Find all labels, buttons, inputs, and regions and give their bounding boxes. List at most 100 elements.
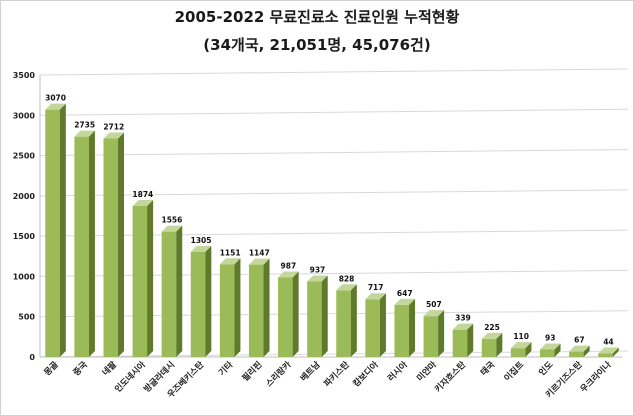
bar [190,245,212,357]
bar-top [132,200,154,207]
bar-front [569,351,584,357]
bar-side [467,323,474,357]
data-label: 647 [397,289,413,298]
y-tick-label: 2500 [13,152,36,161]
y-tick-label: 1000 [13,272,36,281]
bar [45,103,66,357]
x-tick-label: 베트남 [298,359,322,383]
bar-front [161,231,177,357]
bar-side [583,345,590,357]
data-label: 225 [484,323,500,332]
data-label: 110 [513,332,529,341]
bar [132,200,154,357]
bar-front [336,290,351,357]
bar [219,258,241,357]
bar [161,225,183,357]
y-tick-label: 0 [29,353,35,362]
bar [365,293,386,357]
bar-top [74,130,95,137]
bar-top [452,323,474,330]
bar-side [59,103,66,357]
data-label: 1305 [191,236,212,245]
gridlines [39,68,629,358]
data-label: 717 [368,283,384,292]
bar [248,258,270,357]
bar-top [103,132,125,139]
bar [394,298,416,357]
bar-front [74,136,89,357]
bar-top [161,225,183,232]
x-tick-label: 태국 [478,359,497,378]
bar-side [612,347,619,357]
bar-top [336,284,357,291]
gridline [39,269,629,277]
bar-top [598,347,619,354]
data-label: 1151 [220,248,241,257]
bar-top [190,245,212,252]
x-tick-label: 러시아 [385,359,409,383]
data-label: 507 [426,300,442,309]
bar-front [103,138,119,357]
x-tick-label: 네팔 [100,359,119,378]
bar-side [176,225,183,357]
bar-front [248,264,264,357]
bar-top [278,271,299,278]
bar-top [219,258,241,265]
bar-front [394,304,410,357]
x-tick-label: 캄보디아 [351,359,381,389]
x-tick-label: 이집트 [502,359,526,383]
y-tick-label: 2000 [13,192,36,201]
bar [423,310,445,357]
x-tick-label: 스리랑카 [264,359,294,389]
bar-front [510,348,526,357]
bar-top [365,293,386,300]
data-label: 1874 [132,190,153,199]
y-tick-label: 3000 [13,111,36,120]
x-tick-label: 기타 [216,359,235,378]
bar [510,342,532,357]
bar-top [510,342,532,349]
data-label: 828 [339,274,355,283]
bar [278,271,299,357]
bars [45,103,619,357]
bar-side [234,258,241,357]
data-label: 987 [281,261,297,270]
gridline [39,68,629,76]
gridline [39,189,629,197]
bar-top [248,258,270,265]
bar [336,284,357,357]
x-tick-label: 우크라이나 [578,359,614,395]
bar-side [554,343,561,357]
data-label: 937 [310,266,326,275]
bar-front [45,109,60,357]
data-label: 3070 [45,94,66,103]
bar [307,275,328,357]
data-label: 67 [574,336,584,345]
bar-side [263,258,270,357]
data-label: 1556 [162,216,183,225]
bar-top [394,298,416,305]
x-tick-label: 중국 [72,360,90,378]
x-tick-label: 인도 [537,359,556,378]
bar-side [292,271,299,357]
chart-title: 2005-2022 무료진료소 진료인원 누적현황 [174,8,460,26]
data-label: 2712 [103,122,124,131]
y-tick-label: 1500 [13,232,36,241]
bar-side [321,275,328,357]
chart-subtitle: (34개국, 21,051명, 45,076건) [203,36,431,54]
bar-top [569,345,590,352]
bar-top [307,275,328,282]
bar-side [379,293,386,357]
x-tick-label: 파키스탄 [322,359,352,389]
bar-front [598,353,613,357]
bar-front [219,264,235,357]
bar-front [307,281,322,357]
bar-side [438,310,445,357]
y-tick-label: 3500 [13,71,36,80]
x-tick-label: 필리핀 [240,359,264,383]
bar-side [350,284,357,357]
bar-top [481,332,503,339]
x-tick-label: 미얀마 [415,359,439,383]
data-label: 1147 [249,249,270,258]
